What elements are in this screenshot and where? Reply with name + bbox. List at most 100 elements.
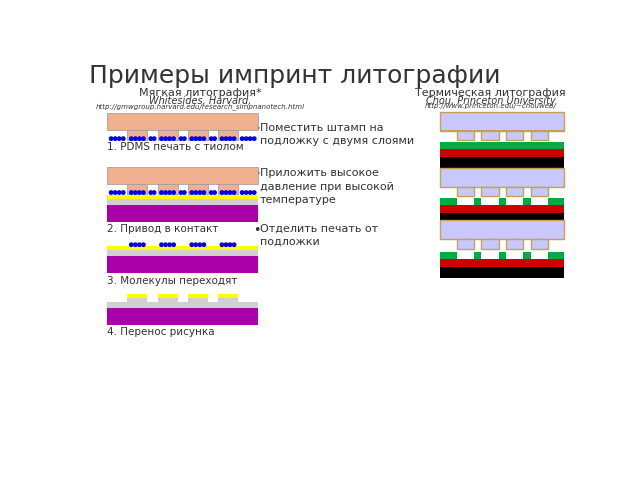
- Bar: [440, 267, 564, 278]
- Circle shape: [244, 191, 248, 194]
- Circle shape: [209, 191, 213, 194]
- Bar: [531, 187, 548, 196]
- Bar: [157, 294, 178, 298]
- Text: Поместить штамп на
подложку с двумя слоями: Поместить штамп на подложку с двумя слоя…: [260, 123, 414, 146]
- Circle shape: [228, 243, 232, 246]
- Circle shape: [138, 137, 141, 140]
- Bar: [481, 240, 499, 249]
- Circle shape: [232, 243, 236, 246]
- Bar: [107, 204, 259, 222]
- Bar: [506, 187, 524, 196]
- Bar: [481, 131, 499, 140]
- Bar: [440, 131, 564, 132]
- Circle shape: [224, 243, 228, 246]
- Text: Термическая литография: Термическая литография: [415, 88, 566, 98]
- Circle shape: [220, 191, 224, 194]
- Circle shape: [224, 191, 228, 194]
- Circle shape: [190, 243, 193, 246]
- Bar: [531, 240, 548, 249]
- Circle shape: [232, 191, 236, 194]
- Bar: [440, 198, 457, 205]
- Circle shape: [198, 137, 202, 140]
- Bar: [188, 294, 208, 298]
- Circle shape: [129, 137, 133, 140]
- Circle shape: [241, 191, 244, 194]
- Circle shape: [220, 243, 224, 246]
- Circle shape: [160, 137, 163, 140]
- Circle shape: [198, 243, 202, 246]
- Text: •: •: [253, 224, 261, 237]
- Circle shape: [248, 191, 252, 194]
- Bar: [127, 184, 147, 194]
- Bar: [188, 184, 208, 194]
- Text: Приложить высокое
давление при высокой
температуре: Приложить высокое давление при высокой т…: [260, 168, 394, 205]
- Bar: [440, 252, 457, 259]
- Circle shape: [149, 191, 152, 194]
- Circle shape: [129, 243, 133, 246]
- Circle shape: [160, 243, 163, 246]
- Circle shape: [213, 137, 216, 140]
- Bar: [157, 184, 178, 194]
- Bar: [440, 149, 564, 157]
- Circle shape: [198, 191, 202, 194]
- Bar: [157, 298, 178, 302]
- Circle shape: [149, 137, 152, 140]
- Circle shape: [220, 137, 224, 140]
- Circle shape: [168, 137, 172, 140]
- Bar: [499, 198, 506, 205]
- Circle shape: [172, 243, 175, 246]
- Text: Отделить печать от
подложки: Отделить печать от подложки: [260, 224, 378, 247]
- Text: http://gmwgroup.harvard.edu/research_simpnanotech.html: http://gmwgroup.harvard.edu/research_sim…: [95, 103, 305, 110]
- Circle shape: [109, 191, 113, 194]
- Bar: [440, 213, 564, 224]
- Text: 4. Перенос рисунка: 4. Перенос рисунка: [107, 327, 215, 337]
- Circle shape: [253, 137, 256, 140]
- Bar: [474, 198, 481, 205]
- Bar: [127, 130, 147, 140]
- Bar: [440, 168, 564, 187]
- Circle shape: [182, 191, 186, 194]
- Bar: [440, 220, 564, 240]
- Circle shape: [164, 243, 167, 246]
- Bar: [548, 198, 564, 205]
- Bar: [107, 308, 259, 325]
- Bar: [440, 187, 564, 188]
- Text: Мягкая литография*: Мягкая литография*: [139, 88, 261, 98]
- Bar: [506, 131, 524, 140]
- Bar: [457, 240, 474, 249]
- Circle shape: [202, 243, 205, 246]
- Bar: [127, 298, 147, 302]
- Bar: [157, 130, 178, 140]
- Bar: [107, 167, 259, 184]
- Circle shape: [209, 137, 213, 140]
- Bar: [218, 298, 238, 302]
- Circle shape: [213, 191, 216, 194]
- Bar: [474, 252, 481, 259]
- Circle shape: [190, 191, 193, 194]
- Circle shape: [179, 191, 182, 194]
- Bar: [107, 246, 259, 250]
- Bar: [218, 184, 238, 194]
- Bar: [481, 187, 499, 196]
- Circle shape: [244, 137, 248, 140]
- Text: 3. Молекулы переходят: 3. Молекулы переходят: [107, 276, 237, 286]
- Text: Примеры импринт литографии: Примеры импринт литографии: [90, 64, 501, 88]
- Circle shape: [141, 243, 145, 246]
- Circle shape: [224, 137, 228, 140]
- Bar: [440, 142, 564, 149]
- Circle shape: [134, 243, 137, 246]
- Circle shape: [168, 191, 172, 194]
- Circle shape: [179, 137, 182, 140]
- Circle shape: [152, 191, 156, 194]
- Text: Whitesides, Harvard,: Whitesides, Harvard,: [149, 96, 252, 106]
- Bar: [188, 298, 208, 302]
- Circle shape: [253, 191, 256, 194]
- Circle shape: [202, 191, 205, 194]
- Circle shape: [194, 243, 198, 246]
- Circle shape: [194, 191, 198, 194]
- Circle shape: [118, 137, 121, 140]
- Text: Chou, Princeton University: Chou, Princeton University: [426, 96, 556, 106]
- Circle shape: [113, 137, 117, 140]
- Circle shape: [118, 191, 121, 194]
- Bar: [499, 252, 506, 259]
